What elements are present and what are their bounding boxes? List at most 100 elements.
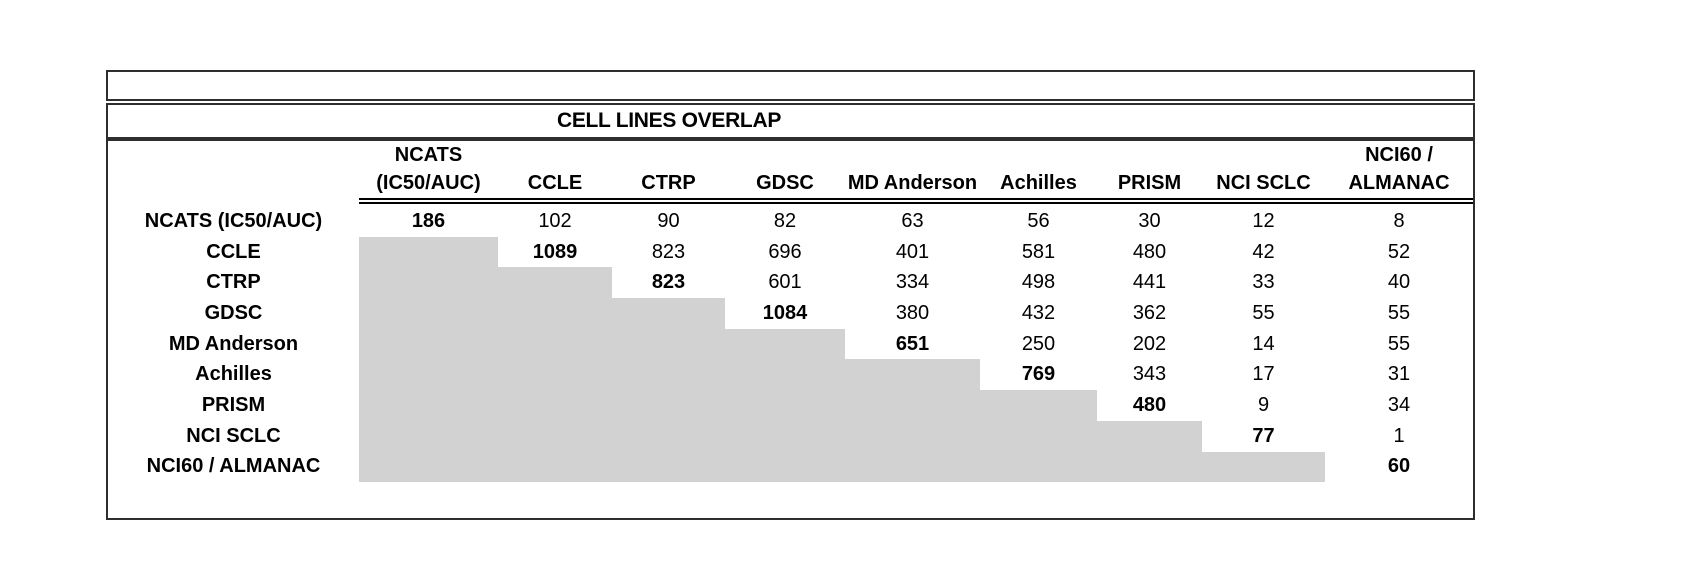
matrix-cell: 14 bbox=[1252, 332, 1275, 355]
shaded-cell bbox=[612, 390, 725, 421]
column-header-line: NCI60 / bbox=[1365, 144, 1433, 166]
title-row: CELL LINES OVERLAP bbox=[106, 103, 1475, 139]
row-label: NCI SCLC bbox=[186, 424, 281, 447]
matrix-cell: 380 bbox=[895, 301, 930, 324]
shaded-cell bbox=[845, 420, 980, 452]
matrix-cell: 581 bbox=[1021, 240, 1056, 263]
matrix-cell: 823 bbox=[651, 271, 686, 294]
column-header: NCI60 / ALMANAC bbox=[1325, 141, 1473, 200]
matrix-cell: 202 bbox=[1132, 332, 1167, 355]
matrix-cell: 55 bbox=[1252, 301, 1275, 324]
matrix-cell: 63 bbox=[901, 209, 924, 232]
shaded-cell bbox=[612, 328, 725, 360]
matrix-cell: 34 bbox=[1387, 393, 1411, 416]
row-label: NCI60 / ALMANAC bbox=[146, 455, 321, 478]
matrix-cell: 40 bbox=[1387, 271, 1411, 294]
column-header: GDSC bbox=[725, 141, 845, 200]
matrix-cell: 480 bbox=[1132, 393, 1167, 416]
matrix-cell: 480 bbox=[1132, 240, 1167, 263]
column-header-line: NCATS bbox=[394, 144, 463, 166]
empty-header-row bbox=[106, 70, 1475, 101]
matrix-cell: 42 bbox=[1252, 240, 1275, 263]
matrix-cell: 1 bbox=[1393, 424, 1405, 447]
matrix-cell: 102 bbox=[538, 209, 572, 232]
column-header-line: (IC50/AUC) bbox=[376, 172, 481, 194]
shaded-cell bbox=[498, 451, 612, 483]
shaded-cell bbox=[359, 359, 498, 391]
header-corner bbox=[108, 141, 359, 200]
matrix-cell: 55 bbox=[1387, 301, 1411, 324]
header-row: NCATS (IC50/AUC) CCLE CTRP GDSC MD Anderson Ac… bbox=[108, 141, 1473, 198]
shaded-cell bbox=[498, 420, 612, 452]
row-label: MD Anderson bbox=[168, 332, 299, 355]
column-header: PRISM bbox=[1097, 141, 1202, 200]
shaded-cell bbox=[359, 267, 498, 299]
shaded-cell bbox=[725, 451, 845, 483]
matrix-cell: 651 bbox=[895, 332, 930, 355]
matrix-cell: 31 bbox=[1387, 363, 1411, 386]
row-label: Achilles bbox=[195, 363, 272, 386]
matrix-cell: 77 bbox=[1252, 424, 1275, 447]
column-header-line: MD Anderson bbox=[847, 172, 978, 194]
column-header-line: CTRP bbox=[641, 172, 696, 194]
column-header: MD Anderson bbox=[845, 141, 980, 200]
matrix-cell: 441 bbox=[1132, 271, 1167, 294]
shaded-cell bbox=[725, 390, 845, 421]
matrix-cell: 343 bbox=[1132, 363, 1167, 386]
shaded-cell bbox=[725, 328, 845, 360]
matrix-cell: 250 bbox=[1021, 332, 1056, 355]
shaded-cell bbox=[725, 359, 845, 391]
shaded-cell bbox=[1097, 451, 1202, 483]
shaded-cell bbox=[498, 298, 612, 329]
row-label: GDSC bbox=[204, 301, 263, 324]
shaded-cell bbox=[980, 451, 1097, 483]
shaded-cell bbox=[498, 359, 612, 391]
column-header: Achilles bbox=[980, 141, 1097, 200]
table-body: NCATS (IC50/AUC) CCLE CTRP GDSC MD Anderson Ac… bbox=[106, 139, 1475, 520]
table-title: CELL LINES OVERLAP bbox=[556, 109, 782, 132]
row-label: NCATS (IC50/AUC) bbox=[144, 209, 323, 232]
shaded-cell bbox=[612, 298, 725, 329]
shaded-cell bbox=[359, 420, 498, 452]
shaded-cell bbox=[359, 328, 498, 360]
column-header-line: CCLE bbox=[527, 172, 583, 194]
column-header-line: ALMANAC bbox=[1348, 172, 1450, 194]
shaded-cell bbox=[980, 390, 1097, 421]
data-grid: NCATS (IC50/AUC) 186 102 90 82 63 56 30 12 8 CCLE 1… bbox=[108, 206, 1473, 483]
matrix-cell: 17 bbox=[1252, 363, 1275, 386]
shaded-cell bbox=[359, 236, 498, 268]
matrix-cell: 12 bbox=[1252, 209, 1275, 232]
shaded-cell bbox=[845, 451, 980, 483]
shaded-cell bbox=[612, 359, 725, 391]
overlap-table: CELL LINES OVERLAP NCATS (IC50/AUC) CCLE CT… bbox=[106, 70, 1475, 520]
matrix-cell: 432 bbox=[1021, 301, 1056, 324]
matrix-cell: 1089 bbox=[532, 240, 578, 263]
shaded-cell bbox=[498, 328, 612, 360]
row-label: PRISM bbox=[201, 393, 266, 416]
matrix-cell: 8 bbox=[1393, 209, 1405, 232]
matrix-cell: 696 bbox=[768, 240, 802, 263]
matrix-cell: 56 bbox=[1027, 209, 1050, 232]
column-header: CTRP bbox=[612, 141, 725, 200]
matrix-cell: 30 bbox=[1138, 209, 1161, 232]
row-label: CTRP bbox=[206, 271, 261, 294]
shaded-cell bbox=[845, 390, 980, 421]
matrix-cell: 60 bbox=[1387, 455, 1411, 478]
matrix-cell: 186 bbox=[411, 209, 446, 232]
column-header-line: PRISM bbox=[1117, 172, 1182, 194]
shaded-cell bbox=[498, 390, 612, 421]
column-header: NCATS (IC50/AUC) bbox=[359, 141, 498, 200]
matrix-cell: 9 bbox=[1257, 393, 1270, 416]
matrix-cell: 82 bbox=[773, 209, 797, 232]
matrix-cell: 823 bbox=[651, 240, 686, 263]
matrix-cell: 769 bbox=[1021, 363, 1056, 386]
shaded-cell bbox=[845, 359, 980, 391]
matrix-cell: 55 bbox=[1387, 332, 1411, 355]
matrix-cell: 33 bbox=[1252, 271, 1275, 294]
matrix-cell: 334 bbox=[895, 271, 930, 294]
column-header: CCLE bbox=[498, 141, 612, 200]
shaded-cell bbox=[612, 451, 725, 483]
column-header: NCI SCLC bbox=[1202, 141, 1325, 200]
rule-row bbox=[108, 198, 1473, 206]
